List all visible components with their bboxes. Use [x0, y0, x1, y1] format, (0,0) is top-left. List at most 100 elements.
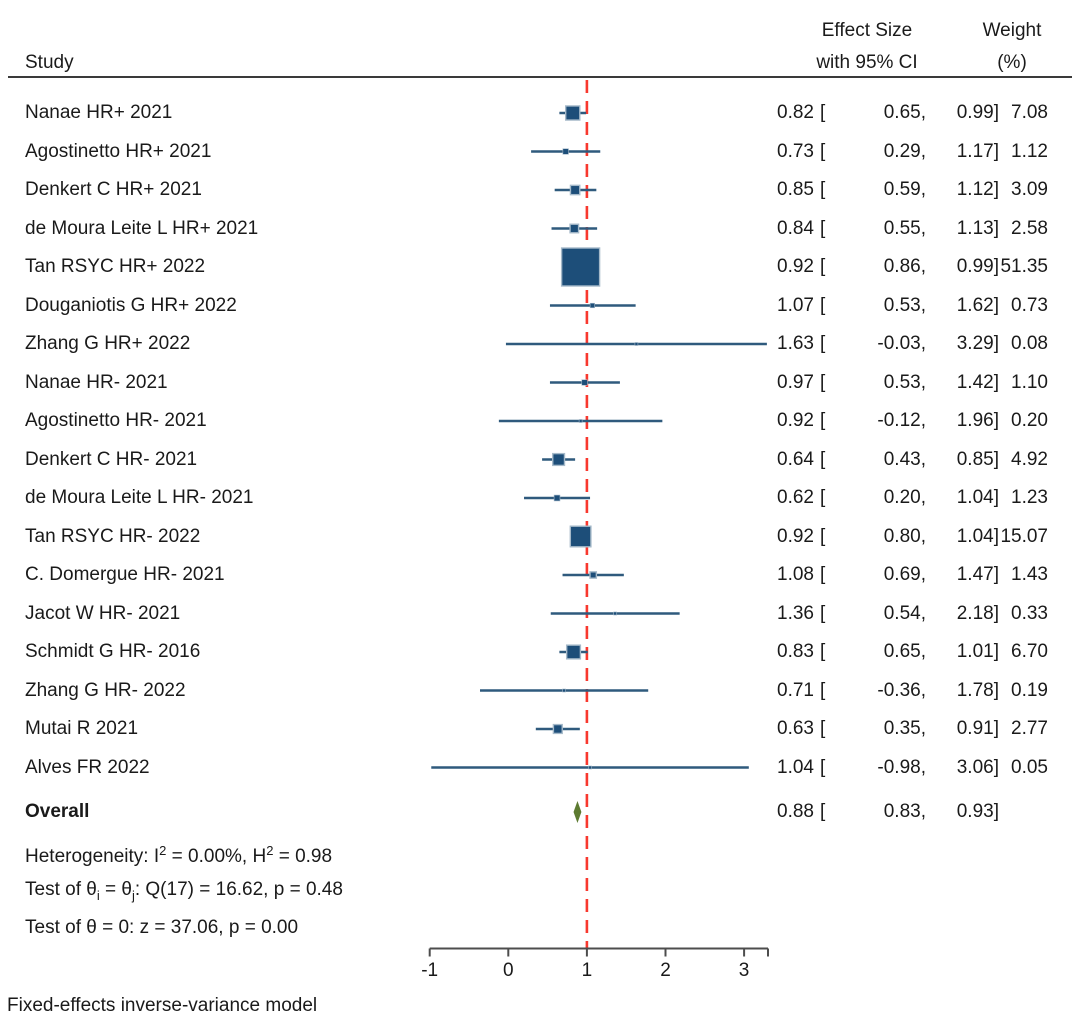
stat-text: Heterogeneity: I [25, 846, 160, 867]
es-value: 0.92 [777, 256, 814, 277]
effect-square [569, 184, 581, 196]
column-header-study: Study [25, 52, 74, 73]
ci-upper-value: 1.04] [956, 525, 999, 547]
effect-square [589, 302, 595, 309]
stat-sup: 2 [159, 843, 167, 858]
ci-open-bracket: [ [820, 217, 826, 239]
stat-sup: 2 [266, 843, 274, 858]
ci-lower-value: 0.65, [883, 641, 926, 662]
es-value: 0.84 [777, 217, 814, 239]
study-label: Denkert C HR+ 2021 [25, 179, 202, 200]
ci-open-bracket: [ [820, 801, 826, 822]
effect-square [562, 688, 566, 693]
ci-open-bracket: [ [820, 256, 826, 277]
ci-upper-value: 1.13] [956, 217, 999, 239]
stat-sub: i [96, 887, 100, 903]
ci-lower-value: -0.98, [877, 756, 926, 778]
ci-lower-value: 0.80, [883, 525, 926, 547]
ci-lower-value: 0.59, [883, 179, 926, 200]
header-divider [8, 76, 1072, 78]
stat-text: Test of θ [25, 878, 97, 900]
stat-text: Test of θ = 0: z = 37.06, p = 0.00 [25, 917, 299, 938]
ci-open-bracket: [ [820, 487, 826, 508]
weight-value: 7.08 [1011, 102, 1048, 123]
study-label: Nanae HR- 2021 [25, 371, 168, 393]
study-label: Agostinetto HR- 2021 [25, 410, 207, 431]
weight-value: 6.70 [1011, 641, 1048, 662]
es-value: 0.62 [777, 487, 814, 508]
x-tick-label: 1 [581, 960, 593, 981]
overall-diamond [573, 801, 582, 823]
effect-square [565, 105, 581, 121]
weight-value: 1.23 [1011, 487, 1048, 508]
ci-upper-value: 1.12] [956, 179, 999, 200]
ci-upper-value: 0.91] [956, 718, 999, 739]
es-value: 1.63 [777, 333, 814, 354]
ci-open-bracket: [ [820, 525, 826, 547]
weight-value: 2.77 [1011, 718, 1048, 739]
ci-upper-value: 1.78] [956, 679, 999, 701]
weight-value: 4.92 [1011, 448, 1048, 470]
ci-open-bracket: [ [820, 294, 826, 316]
ci-open-bracket: [ [820, 448, 826, 470]
ci-open-bracket: [ [820, 756, 826, 778]
effect-square [569, 525, 592, 548]
effect-square [634, 342, 639, 346]
ci-upper-value: 2.18] [956, 602, 999, 624]
weight-value: 2.58 [1011, 217, 1048, 239]
ci-lower-value: 0.83, [883, 801, 926, 822]
effect-square [552, 452, 566, 467]
effect-square [553, 494, 561, 502]
ci-lower-value: -0.03, [877, 333, 926, 354]
ci-lower-value: 0.86, [883, 256, 926, 277]
stat-line: Heterogeneity: I2 = 0.00%, H2 = 0.98 [25, 838, 332, 867]
ci-open-bracket: [ [820, 410, 826, 431]
model-note: Fixed-effects inverse-variance model [7, 995, 318, 1016]
es-value: 0.92 [777, 525, 814, 547]
study-label: de Moura Leite L HR+ 2021 [25, 217, 259, 239]
column-header-weight-line2: (%) [997, 52, 1027, 73]
ci-upper-value: 1.42] [956, 371, 999, 393]
study-label: Tan RSYC HR- 2022 [25, 525, 201, 547]
effect-square [569, 223, 580, 234]
ci-lower-value: 0.55, [883, 217, 926, 239]
es-value: 0.97 [777, 371, 814, 393]
study-label: Schmidt G HR- 2016 [25, 641, 201, 662]
ci-lower-value: 0.29, [883, 140, 926, 162]
weight-value: 3.09 [1011, 179, 1048, 200]
study-label: Mutai R 2021 [25, 718, 139, 739]
stat-text: = θ [99, 878, 132, 900]
ci-open-bracket: [ [820, 679, 826, 701]
es-value: 0.71 [777, 679, 814, 701]
ci-open-bracket: [ [820, 179, 826, 200]
effect-square [552, 723, 563, 735]
ci-open-bracket: [ [820, 371, 826, 393]
overall-label: Overall [25, 801, 90, 822]
es-value: 0.82 [777, 102, 814, 123]
es-value: 1.04 [777, 756, 814, 778]
ci-lower-value: 0.35, [883, 718, 926, 739]
weight-value: 15.07 [1000, 525, 1048, 547]
weight-value: 51.35 [1000, 256, 1048, 277]
ci-upper-value: 0.85] [956, 448, 999, 470]
weight-value: 0.19 [1011, 679, 1048, 701]
es-value: 0.73 [777, 140, 814, 162]
es-value: 0.83 [777, 641, 814, 662]
effect-square [562, 148, 569, 155]
ci-upper-value: 3.29] [956, 333, 999, 354]
ci-open-bracket: [ [820, 641, 826, 662]
effect-square [588, 765, 592, 770]
ci-open-bracket: [ [820, 602, 826, 624]
weight-value: 0.08 [1011, 333, 1048, 354]
ci-upper-value: 1.17] [956, 140, 999, 162]
ci-open-bracket: [ [820, 140, 826, 162]
study-label: Denkert C HR- 2021 [25, 448, 198, 470]
ci-lower-value: -0.12, [877, 410, 926, 431]
effect-square [565, 644, 582, 660]
study-label: Nanae HR+ 2021 [25, 102, 173, 123]
effect-square [613, 611, 618, 616]
weight-value: 0.05 [1011, 756, 1048, 778]
effect-square [560, 247, 601, 287]
stat-sub: j [131, 887, 135, 903]
